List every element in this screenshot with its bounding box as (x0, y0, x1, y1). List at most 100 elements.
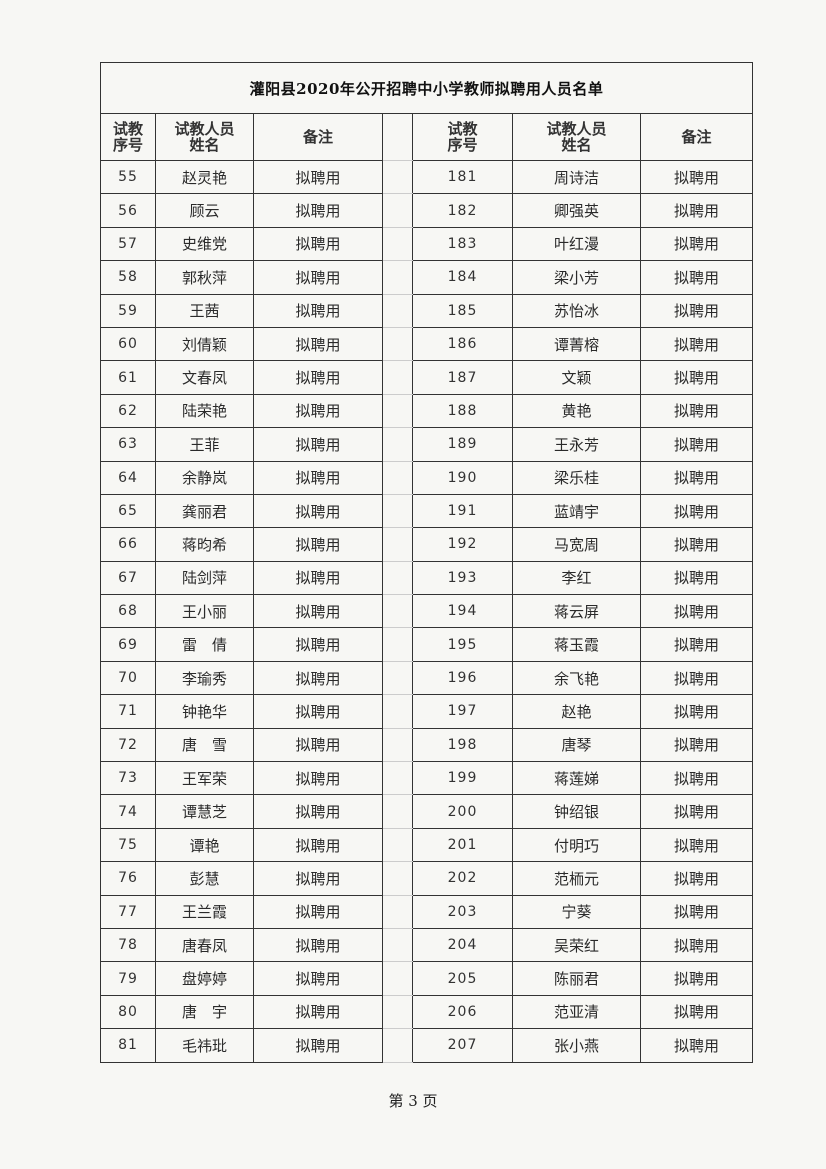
note-cell: 拟聘用 (639, 360, 754, 395)
note-cell: 拟聘用 (253, 159, 383, 195)
name-cell: 李瑜秀 (155, 660, 254, 696)
name-cell: 张小燕 (512, 1028, 641, 1063)
name-cell: 郭秋萍 (155, 260, 254, 295)
seq-cell: 67 (100, 560, 156, 596)
seq-cell: 79 (100, 961, 156, 996)
note-cell: 拟聘用 (253, 927, 383, 963)
note-cell: 拟聘用 (639, 293, 754, 328)
spacer-cell (382, 293, 413, 328)
name-cell: 马宽周 (512, 527, 641, 562)
seq-cell: 205 (412, 961, 513, 996)
header-seq-left: 试教 序号 (100, 113, 156, 161)
name-cell: 史维党 (155, 226, 254, 262)
seq-cell: 73 (100, 761, 156, 796)
table-row: 77 王兰霞 拟聘用 203 宁葵 拟聘用 (100, 894, 754, 929)
table-row: 73 王军荣 拟聘用 199 蒋莲娣 拟聘用 (100, 761, 754, 796)
seq-cell: 199 (412, 761, 513, 796)
name-cell: 周诗洁 (512, 159, 641, 195)
note-cell: 拟聘用 (253, 393, 383, 429)
spacer-column (382, 113, 413, 161)
name-cell: 盘婷婷 (155, 961, 254, 996)
page-title: 灌阳县2020年公开招聘中小学教师拟聘用人员名单 (99, 62, 754, 114)
table-row: 67 陆剑萍 拟聘用 193 李红 拟聘用 (100, 560, 754, 596)
note-cell: 拟聘用 (253, 560, 383, 596)
spacer-cell (382, 226, 413, 262)
note-cell: 拟聘用 (639, 159, 754, 195)
seq-cell: 76 (100, 861, 156, 896)
spacer-cell (382, 260, 413, 295)
name-cell: 王茜 (155, 293, 254, 328)
spacer-cell (382, 627, 413, 662)
seq-cell: 191 (412, 493, 513, 529)
spacer-cell (382, 894, 413, 929)
note-cell: 拟聘用 (253, 193, 383, 228)
note-cell: 拟聘用 (639, 493, 754, 529)
spacer-cell (382, 460, 413, 495)
note-cell: 拟聘用 (253, 861, 383, 896)
name-cell: 钟绍银 (512, 794, 641, 829)
spacer-cell (382, 861, 413, 896)
name-cell: 文颖 (512, 360, 641, 395)
name-cell: 龚丽君 (155, 493, 254, 529)
seq-cell: 186 (412, 326, 513, 362)
name-cell: 范亚清 (512, 994, 641, 1030)
note-cell: 拟聘用 (639, 326, 754, 362)
name-cell: 陆荣艳 (155, 393, 254, 429)
spacer-cell (382, 1028, 413, 1063)
note-cell: 拟聘用 (639, 761, 754, 796)
spacer-cell (382, 961, 413, 996)
note-cell: 拟聘用 (639, 994, 754, 1030)
name-cell: 宁葵 (512, 894, 641, 929)
seq-cell: 72 (100, 727, 156, 763)
spacer-cell (382, 393, 413, 429)
table-row: 76 彭慧 拟聘用 202 范栭元 拟聘用 (100, 861, 754, 896)
spacer-cell (382, 761, 413, 796)
name-cell: 吴荣红 (512, 927, 641, 963)
note-cell: 拟聘用 (639, 894, 754, 929)
page-number: 第 3 页 (388, 1092, 438, 1110)
name-cell: 余飞艳 (512, 660, 641, 696)
table-row: 79 盘婷婷 拟聘用 205 陈丽君 拟聘用 (100, 961, 754, 996)
header-note-right: 备注 (639, 113, 754, 161)
name-cell: 赵艳 (512, 694, 641, 729)
spacer-cell (382, 727, 413, 763)
table-row: 65 龚丽君 拟聘用 191 蓝靖宇 拟聘用 (100, 493, 754, 529)
seq-cell: 206 (412, 994, 513, 1030)
spacer-cell (382, 694, 413, 729)
seq-cell: 60 (100, 326, 156, 362)
note-cell: 拟聘用 (253, 527, 383, 562)
note-cell: 拟聘用 (639, 827, 754, 863)
seq-cell: 63 (100, 427, 156, 462)
name-cell: 苏怡冰 (512, 293, 641, 328)
note-cell: 拟聘用 (253, 1028, 383, 1063)
seq-cell: 66 (100, 527, 156, 562)
spacer-cell (382, 527, 413, 562)
seq-cell: 62 (100, 393, 156, 429)
name-cell: 唐琴 (512, 727, 641, 763)
name-cell: 钟艳华 (155, 694, 254, 729)
note-cell: 拟聘用 (253, 761, 383, 796)
name-cell: 王兰霞 (155, 894, 254, 929)
table-row: 72 唐 雪拟聘用 198 唐琴 拟聘用 (100, 727, 754, 763)
note-cell: 拟聘用 (639, 660, 754, 696)
note-cell: 拟聘用 (639, 861, 754, 896)
spacer-cell (382, 827, 413, 863)
name-cell: 梁小芳 (512, 260, 641, 295)
name-cell: 雷 倩 (155, 627, 254, 662)
spacer-cell (382, 794, 413, 829)
seq-cell: 182 (412, 193, 513, 228)
spacer-cell (382, 927, 413, 963)
seq-cell: 192 (412, 527, 513, 562)
name-cell: 蒋云屏 (512, 594, 641, 629)
table-row: 81 毛祎玭 拟聘用 207 张小燕 拟聘用 (100, 1028, 754, 1063)
note-cell: 拟聘用 (253, 894, 383, 929)
spacer-cell (382, 493, 413, 529)
name-cell: 蒋玉霞 (512, 627, 641, 662)
name-cell: 刘倩颖 (155, 326, 254, 362)
spacer-cell (382, 660, 413, 696)
note-cell: 拟聘用 (253, 226, 383, 262)
name-cell: 唐春凤 (155, 927, 254, 963)
table-row: 55 赵灵艳 拟聘用 181 周诗洁 拟聘用 (100, 159, 754, 195)
seq-cell: 58 (100, 260, 156, 295)
note-cell: 拟聘用 (639, 694, 754, 729)
